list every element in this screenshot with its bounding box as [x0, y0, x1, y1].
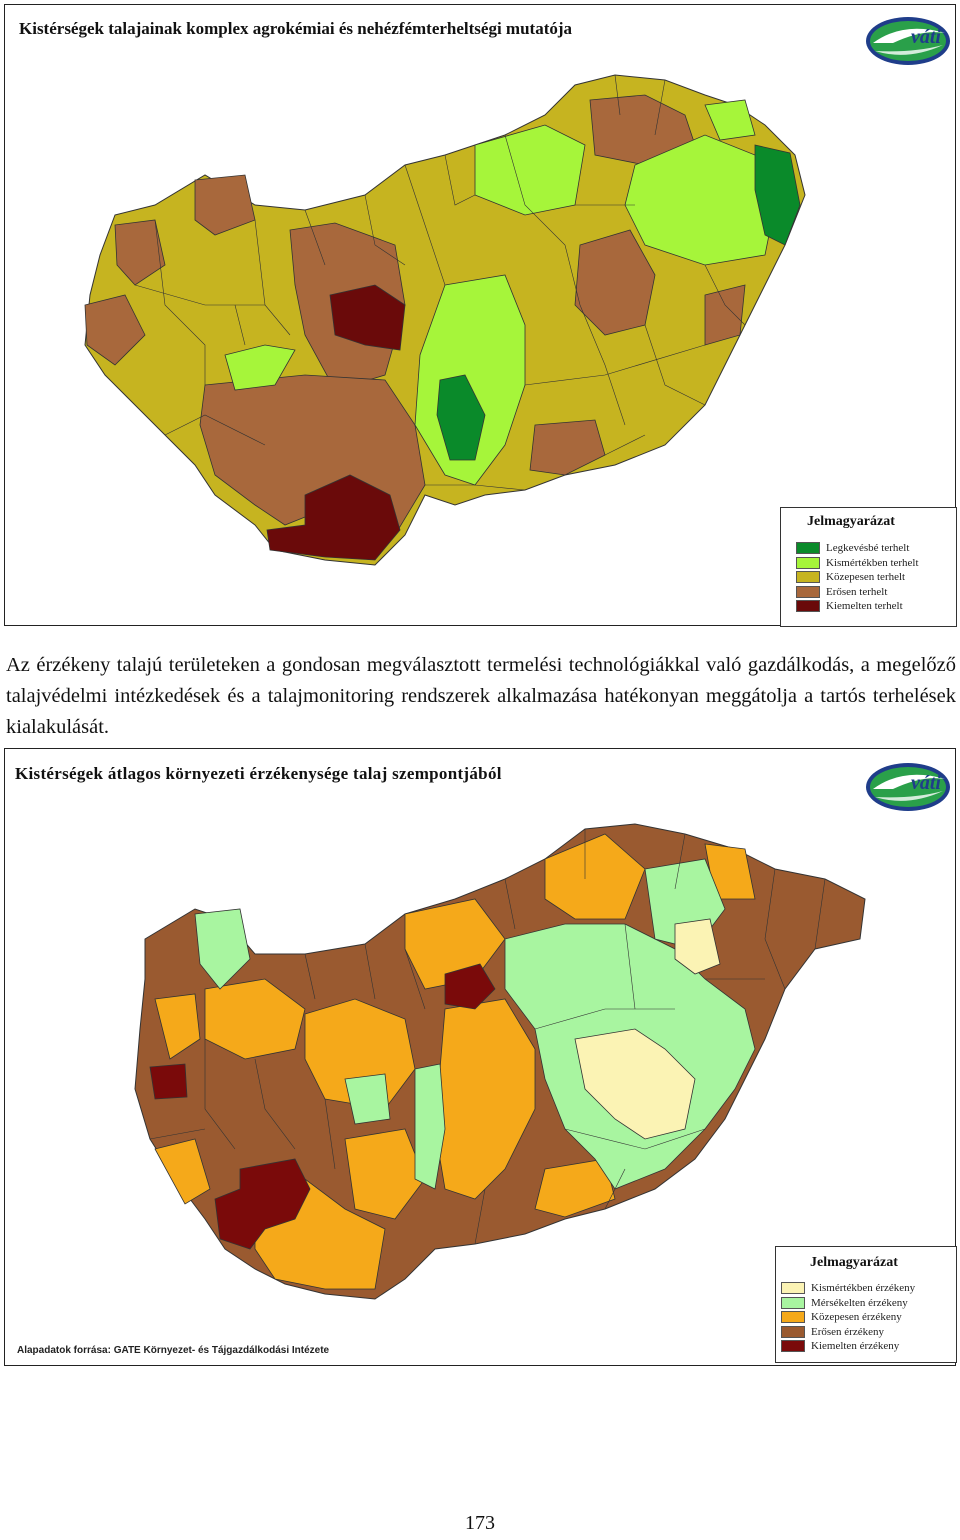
legend-swatch: [796, 600, 820, 613]
legend-list: Legkevésbé terhelt Kismértékben terhelt …: [796, 541, 919, 614]
legend-label: Közepesen érzékeny: [811, 1311, 902, 1324]
legend-swatch: [796, 585, 820, 598]
map-agrochemical-load: Kistérségek talajainak komplex agrokémia…: [4, 4, 957, 627]
legend-list: Kismértékben érzékeny Mérsékelten érzéke…: [781, 1281, 915, 1354]
map-soil-sensitivity: Kistérségek átlagos környezeti érzékenys…: [4, 748, 957, 1366]
map-title: Kistérségek talajainak komplex agrokémia…: [19, 19, 573, 38]
page-number: 173: [465, 1512, 495, 1534]
legend-title: Jelmagyarázat: [807, 514, 895, 529]
vati-logo-icon: váti: [866, 763, 950, 811]
hungary-map-1: [84, 74, 806, 566]
legend-swatch: [796, 542, 820, 555]
legend: Jelmagyarázat Kismértékben érzékeny Mérs…: [775, 1246, 957, 1363]
legend-swatch: [781, 1311, 805, 1324]
legend: Jelmagyarázat Legkevésbé terhelt Kismért…: [780, 507, 957, 627]
data-source: Alapadatok forrása: GATE Környezet- és T…: [17, 1345, 330, 1356]
map-title: Kistérségek átlagos környezeti érzékenys…: [15, 764, 502, 783]
legend-item: Mérsékelten érzékeny: [781, 1296, 915, 1311]
legend-item: Erősen érzékeny: [781, 1325, 915, 1340]
legend-title: Jelmagyarázat: [810, 1255, 898, 1270]
legend-label: Kiemelten érzékeny: [811, 1340, 900, 1353]
svg-text:váti: váti: [911, 26, 941, 48]
legend-item: Legkevésbé terhelt: [796, 541, 919, 556]
legend-swatch: [781, 1325, 805, 1338]
legend-label: Kismértékben érzékeny: [811, 1282, 916, 1295]
body-paragraph: Az érzékeny talajú területeken a gondosa…: [6, 654, 956, 738]
legend-item: Kismértékben terhelt: [796, 556, 919, 571]
legend-item: Kiemelten érzékeny: [781, 1339, 915, 1354]
legend-swatch: [796, 556, 820, 569]
legend-label: Közepesen terhelt: [826, 571, 906, 584]
legend-swatch: [781, 1340, 805, 1353]
legend-item: Közepesen érzékeny: [781, 1310, 915, 1325]
legend-label: Kismértékben terhelt: [826, 556, 919, 569]
vati-logo-icon: váti: [866, 17, 950, 65]
legend-label: Kiemelten terhelt: [826, 600, 903, 613]
legend-item: Kiemelten terhelt: [796, 599, 919, 614]
legend-label: Legkevésbé terhelt: [826, 542, 910, 555]
legend-item: Közepesen terhelt: [796, 570, 919, 585]
legend-label: Mérsékelten érzékeny: [811, 1296, 908, 1309]
legend-swatch: [796, 571, 820, 584]
hungary-map-2: [134, 823, 866, 1300]
legend-swatch: [781, 1282, 805, 1295]
legend-swatch: [781, 1296, 805, 1309]
legend-item: Kismértékben érzékeny: [781, 1281, 915, 1296]
legend-label: Erősen terhelt: [826, 585, 888, 598]
legend-item: Erősen terhelt: [796, 585, 919, 600]
legend-label: Erősen érzékeny: [811, 1325, 884, 1338]
svg-text:váti: váti: [911, 772, 941, 794]
